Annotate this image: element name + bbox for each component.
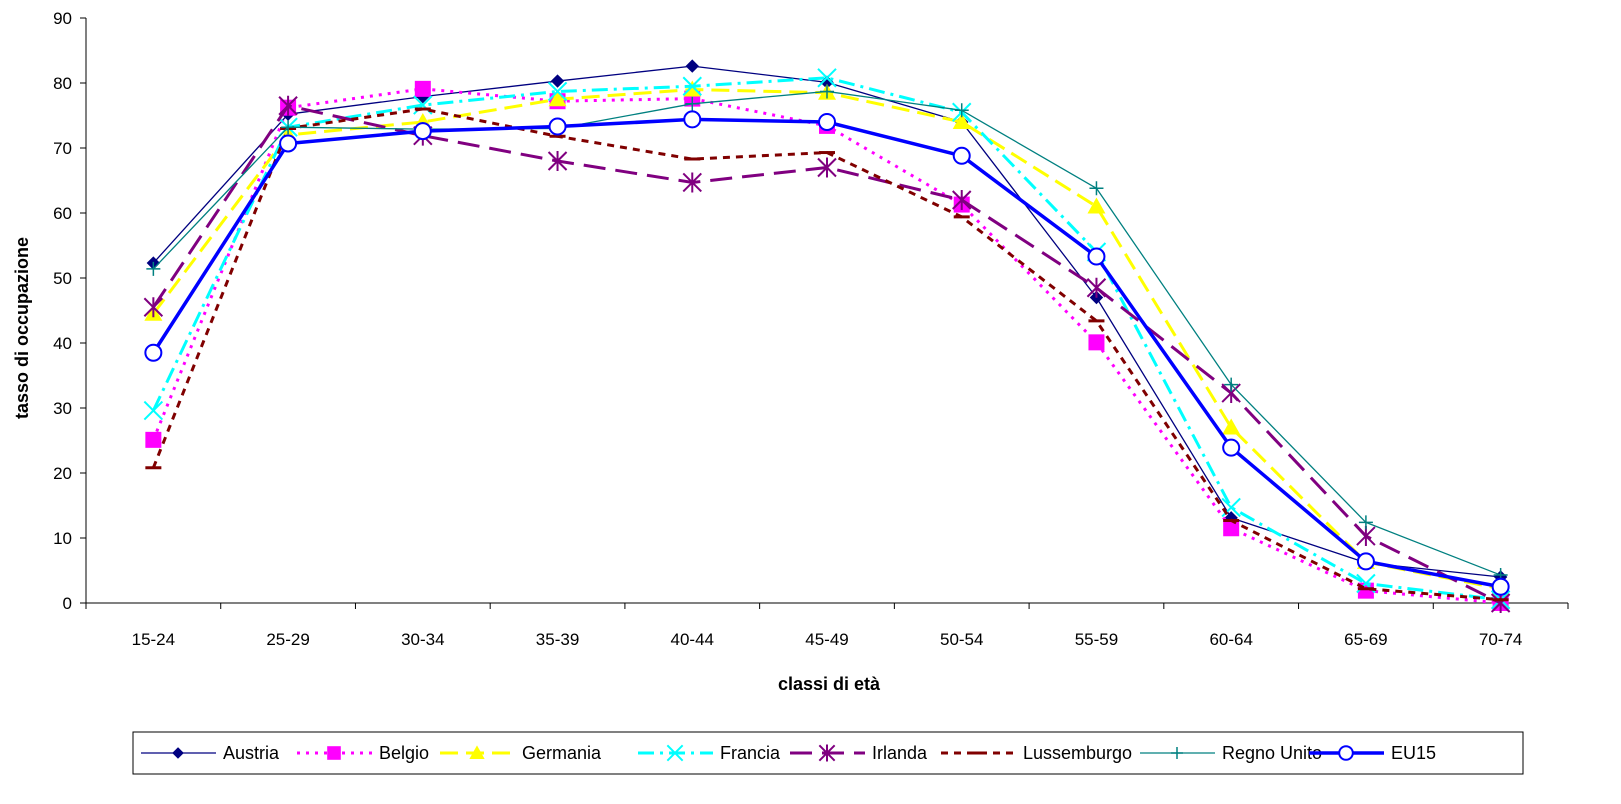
series-line	[151, 107, 1501, 602]
data-point	[817, 68, 837, 88]
data-point	[413, 122, 432, 141]
legend-label: Belgio	[379, 743, 429, 763]
legend-marker	[1171, 747, 1183, 759]
data-point	[146, 261, 161, 276]
data-point	[683, 110, 702, 129]
legend: Austria Belgio Germania Francia Irlanda Lusse…	[132, 731, 1524, 775]
x-axis-title: classi di età	[778, 674, 881, 694]
data-point	[1089, 181, 1104, 196]
x-tick-label: 25-29	[266, 630, 309, 649]
data-point	[1491, 577, 1510, 596]
y-tick-label: 60	[53, 204, 72, 223]
x-tick-label: 40-44	[671, 630, 714, 649]
data-point	[952, 146, 971, 165]
legend-label: Austria	[223, 743, 280, 763]
y-tick-label: 30	[53, 399, 72, 418]
data-point	[1358, 515, 1373, 530]
data-point	[144, 343, 163, 362]
data-point	[414, 80, 431, 97]
legend-label: Lussemburgo	[1023, 743, 1132, 763]
legend-label: EU15	[1391, 743, 1436, 763]
legend-label: Germania	[522, 743, 602, 763]
data-point	[143, 297, 164, 318]
x-tick-label: 50-54	[940, 630, 983, 649]
series-line	[152, 76, 1501, 602]
data-point	[682, 76, 702, 96]
x-tick-label: 55-59	[1075, 630, 1118, 649]
data-point	[1087, 247, 1106, 266]
legend-label: Regno Unito	[1222, 743, 1322, 763]
data-point	[1224, 377, 1239, 392]
legend-marker	[469, 745, 485, 759]
series-line	[152, 65, 1501, 578]
legend-marker	[818, 744, 836, 762]
x-tick-label: 70-74	[1479, 630, 1522, 649]
legend-label: Irlanda	[872, 743, 928, 763]
y-axis-title: tasso di occupazione	[12, 237, 32, 419]
data-point	[954, 103, 969, 118]
legend-marker	[172, 747, 184, 759]
legend-label: Francia	[720, 743, 781, 763]
series-group	[143, 59, 1511, 613]
legend-marker	[1338, 745, 1354, 761]
y-tick-label: 90	[53, 9, 72, 28]
x-tick-labels: 15-24 25-29 30-34 35-39 40-44 45-49 50-54 55-59…	[85, 603, 1569, 649]
series-eu15	[144, 110, 1510, 596]
data-point	[278, 95, 298, 116]
data-point	[550, 74, 565, 88]
data-point	[1088, 334, 1105, 351]
data-point	[279, 134, 298, 153]
series-francia	[143, 68, 1511, 610]
data-point	[952, 113, 971, 129]
y-tick-label: 80	[53, 74, 72, 93]
y-tick-label: 10	[53, 529, 72, 548]
data-point	[548, 117, 567, 136]
data-point	[145, 431, 162, 448]
data-point	[817, 157, 837, 178]
data-point	[818, 113, 836, 131]
x-tick-label: 35-39	[536, 630, 579, 649]
data-point	[1490, 593, 1511, 613]
data-point	[820, 84, 834, 99]
data-point	[281, 120, 296, 135]
x-tick-label: 60-64	[1209, 630, 1252, 649]
series-lussemburgo	[145, 107, 1509, 602]
y-tick-label: 40	[53, 334, 72, 353]
x-tick-label: 15-24	[132, 630, 175, 649]
data-point	[547, 151, 568, 171]
data-point	[1087, 197, 1106, 214]
data-point	[685, 96, 700, 111]
data-point	[682, 172, 702, 193]
data-point	[143, 400, 164, 421]
data-point	[1223, 520, 1240, 537]
y-tick-label: 0	[63, 594, 72, 613]
y-tick-labels: 0 10 20 30 40 50 60 70 80 90	[53, 9, 86, 613]
y-tick-label: 20	[53, 464, 72, 483]
data-point	[1222, 438, 1241, 457]
data-point	[548, 90, 567, 107]
x-tick-label: 65-69	[1344, 630, 1387, 649]
data-point	[1086, 277, 1107, 298]
data-point	[685, 59, 699, 73]
series-irlanda	[143, 95, 1511, 613]
data-point	[952, 190, 972, 210]
data-point	[1222, 418, 1241, 435]
legend-marker	[666, 744, 684, 762]
series-line	[152, 104, 1502, 605]
x-tick-label: 45-49	[805, 630, 848, 649]
legend-marker	[327, 746, 341, 760]
data-point	[1356, 552, 1375, 571]
data-point	[683, 80, 702, 97]
chart-axes	[85, 18, 1568, 604]
data-point	[547, 81, 568, 102]
x-tick-label: 30-34	[401, 630, 444, 649]
y-tick-label: 50	[53, 269, 72, 288]
series-line	[151, 117, 1501, 589]
y-tick-label: 70	[53, 139, 72, 158]
